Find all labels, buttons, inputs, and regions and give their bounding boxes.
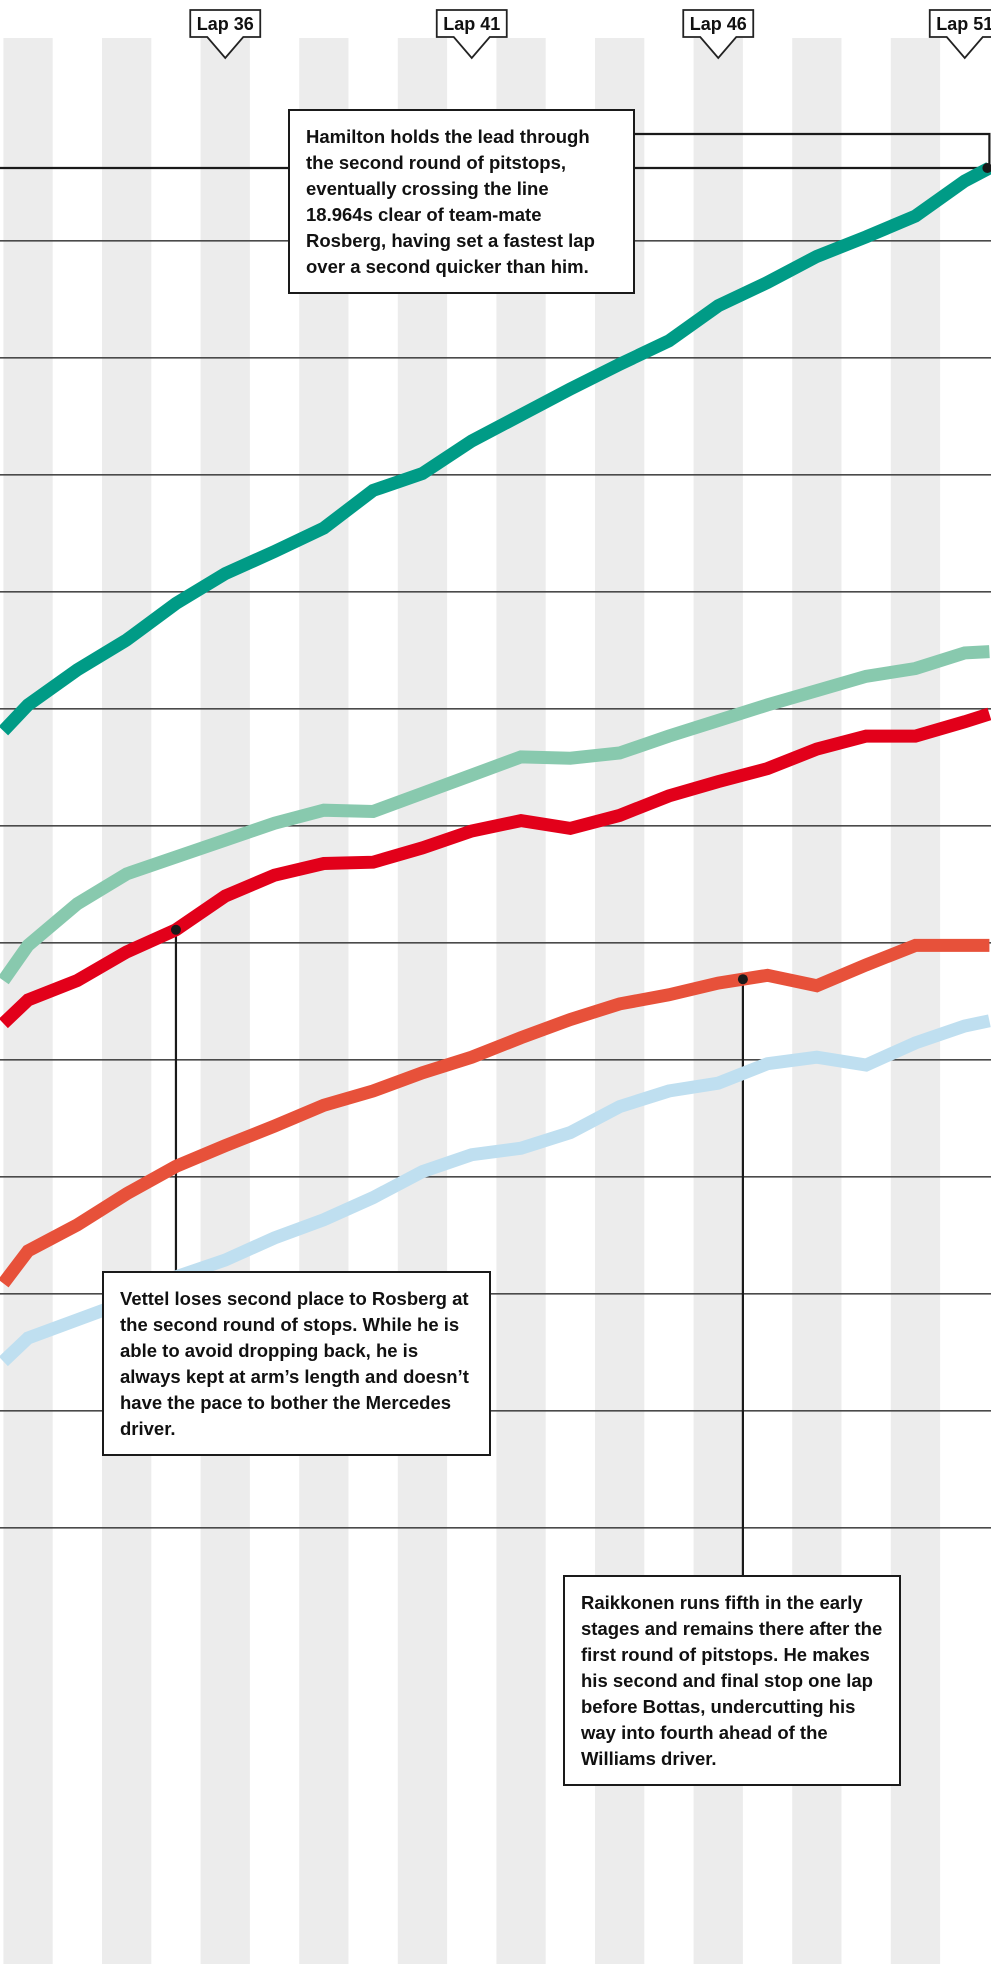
lap-markers: Lap 36 Lap 41 Lap 46 Lap 51 xyxy=(189,9,991,60)
series-line-4 xyxy=(0,938,990,1288)
lap-marker-label: Lap 51 xyxy=(936,14,991,34)
lap-marker-label: Lap 41 xyxy=(443,14,500,34)
lap-marker: Lap 51 xyxy=(928,9,991,60)
lap-marker-label: Lap 36 xyxy=(197,14,254,34)
series-line-1 xyxy=(0,162,991,736)
lap-band xyxy=(299,38,349,1964)
leader-hamilton-bracket xyxy=(635,132,991,168)
annotation-dot-raikkonen xyxy=(737,974,748,985)
series-line-3 xyxy=(0,707,991,1029)
lap-marker-label: Lap 46 xyxy=(690,14,747,34)
lap-marker-tag xyxy=(189,9,262,60)
annotation-dots xyxy=(170,163,991,985)
lap-band xyxy=(102,38,152,1964)
series-line-2 xyxy=(0,645,990,985)
lap-marker: Lap 46 xyxy=(682,9,755,60)
lap-band xyxy=(496,38,546,1964)
lap-marker: Lap 36 xyxy=(189,9,262,60)
annotation-raikkonen: Raikkonen runs fifth in the early stages… xyxy=(563,1575,901,1786)
lap-marker-tag xyxy=(682,9,755,60)
lap-band xyxy=(200,38,250,1964)
annotation-hamilton: Hamilton holds the lead through the seco… xyxy=(288,109,635,294)
lap-band xyxy=(397,38,448,1964)
lap-marker-tag xyxy=(928,9,991,60)
lap-marker-tag xyxy=(435,9,508,60)
annotation-vettel: Vettel loses second place to Rosberg at … xyxy=(102,1271,491,1456)
annotation-dot-vettel xyxy=(170,924,181,935)
annotation-dot-hamilton xyxy=(982,163,991,173)
lap-marker: Lap 41 xyxy=(435,9,508,60)
